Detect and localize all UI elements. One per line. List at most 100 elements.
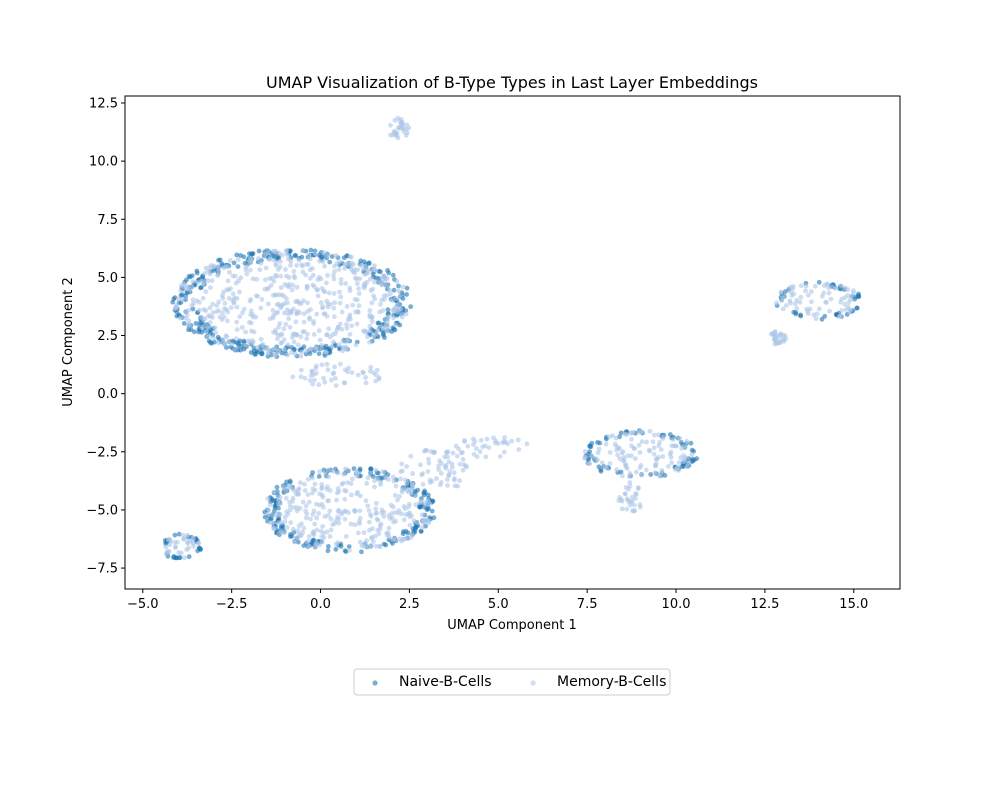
scatter-point: [348, 521, 354, 527]
scatter-point: [474, 446, 479, 452]
scatter-point: [391, 287, 397, 293]
scatter-point: [185, 532, 190, 538]
scatter-point: [397, 494, 402, 499]
scatter-point: [284, 479, 289, 485]
scatter-point: [646, 447, 652, 453]
scatter-point: [420, 481, 426, 487]
scatter-point: [586, 461, 592, 466]
scatter-point: [314, 363, 319, 369]
y-tick-label: 2.5: [97, 329, 118, 344]
scatter-point: [285, 511, 291, 517]
scatter-point: [780, 336, 785, 342]
scatter-point: [410, 471, 416, 476]
scatter-point: [235, 257, 241, 262]
scatter-point: [291, 339, 297, 345]
scatter-point: [237, 314, 243, 319]
scatter-point: [367, 470, 373, 476]
scatter-point: [256, 256, 261, 261]
scatter-point: [629, 430, 634, 436]
scatter-point: [197, 300, 202, 305]
scatter-point: [317, 258, 322, 264]
scatter-point: [253, 352, 258, 357]
scatter-point: [278, 340, 284, 346]
scatter-point: [400, 468, 405, 474]
scatter-point: [306, 534, 312, 539]
scatter-point: [344, 304, 350, 309]
scatter-point: [424, 448, 429, 453]
scatter-point: [380, 331, 386, 337]
scatter-point: [372, 296, 378, 302]
scatter-point: [207, 271, 213, 277]
scatter-point: [229, 341, 235, 347]
scatter-point: [289, 345, 294, 350]
scatter-point: [267, 502, 273, 508]
scatter-point: [272, 353, 278, 358]
scatter-point: [164, 551, 169, 557]
scatter-point: [399, 314, 405, 320]
legend: Naive-B-Cells Memory-B-Cells: [353, 668, 671, 696]
scatter-point: [598, 467, 604, 473]
scatter-point: [328, 516, 334, 522]
scatter-point: [242, 343, 248, 348]
scatter-point: [227, 269, 232, 275]
scatter-point: [234, 252, 240, 258]
scatter-point: [367, 314, 373, 320]
scatter-point: [320, 304, 326, 310]
scatter-point: [189, 303, 195, 308]
scatter-point: [336, 489, 342, 494]
scatter-point: [295, 487, 301, 493]
scatter-point: [364, 279, 370, 285]
scatter-point: [662, 473, 668, 478]
scatter-point: [307, 256, 313, 262]
scatter-point: [391, 478, 397, 484]
scatter-point: [225, 309, 231, 315]
scatter-point: [216, 268, 222, 273]
scatter-point: [333, 253, 339, 258]
scatter-point: [390, 272, 396, 278]
scatter-point: [304, 348, 309, 354]
scatter-point: [777, 340, 782, 346]
scatter-point: [677, 436, 683, 441]
scatter-point: [797, 299, 803, 305]
scatter-point: [388, 122, 393, 128]
scatter-point: [393, 305, 398, 310]
scatter-point: [271, 329, 276, 335]
scatter-point: [684, 464, 690, 469]
scatter-point: [658, 447, 664, 452]
scatter-point: [404, 292, 409, 297]
scatter-point: [212, 339, 217, 345]
scatter-point: [338, 281, 344, 286]
scatter-point: [243, 264, 249, 270]
scatter-point: [782, 333, 788, 339]
scatter-point: [324, 529, 330, 535]
scatter-point: [208, 263, 214, 268]
scatter-point: [214, 303, 220, 308]
scatter-point: [359, 549, 364, 555]
scatter-point: [327, 259, 333, 265]
scatter-point: [393, 322, 398, 328]
scatter-point: [353, 342, 359, 348]
scatter-point: [384, 283, 389, 288]
scatter-point: [377, 309, 383, 315]
scatter-point: [319, 362, 325, 368]
scatter-point: [240, 310, 245, 315]
scatter-point: [234, 340, 240, 345]
y-axis-title: UMAP Component 2: [61, 277, 76, 406]
scatter-point: [223, 264, 229, 269]
scatter-point: [332, 263, 337, 269]
scatter-point: [186, 318, 192, 323]
scatter-point: [457, 461, 463, 467]
scatter-point: [396, 283, 401, 289]
scatter-point: [306, 499, 312, 505]
scatter-point: [350, 302, 356, 308]
scatter-point: [434, 476, 439, 481]
scatter-point: [296, 342, 301, 348]
scatter-point: [342, 496, 348, 502]
scatter-point: [279, 252, 285, 258]
scatter-point: [376, 268, 382, 274]
scatter-point: [427, 501, 432, 507]
scatter-point: [375, 327, 381, 333]
scatter-point: [207, 305, 213, 311]
scatter-point: [336, 520, 342, 526]
scatter-point: [382, 296, 387, 302]
